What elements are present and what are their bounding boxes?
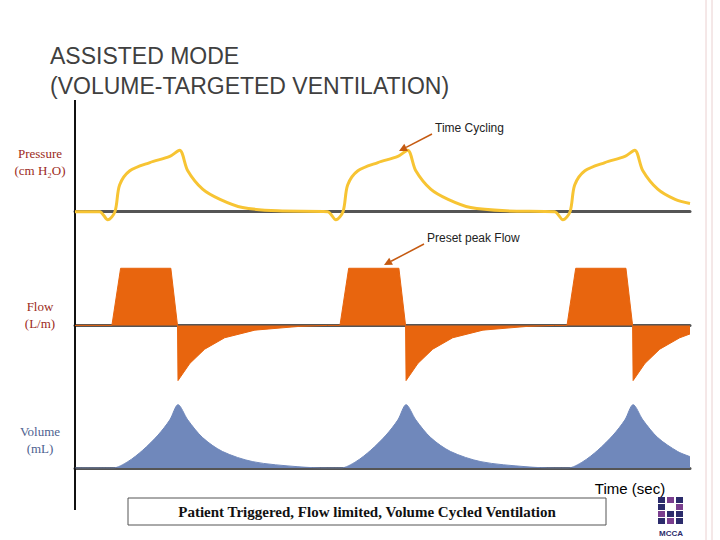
svg-text:Time Cycling: Time Cycling bbox=[435, 121, 504, 135]
svg-text:(L/m): (L/m) bbox=[25, 316, 55, 331]
svg-text:Flow: Flow bbox=[27, 299, 54, 314]
svg-text:MCCA: MCCA bbox=[659, 529, 683, 538]
svg-text:(VOLUME-TARGETED VENTILATION): (VOLUME-TARGETED VENTILATION) bbox=[50, 73, 449, 99]
svg-text:Preset peak Flow: Preset peak Flow bbox=[427, 231, 520, 245]
svg-text:(cm H₂O): (cm H₂O) bbox=[14, 163, 65, 178]
svg-text:Time (sec): Time (sec) bbox=[595, 480, 665, 497]
svg-text:Volume: Volume bbox=[20, 424, 60, 439]
svg-text:ASSISTED MODE: ASSISTED MODE bbox=[50, 43, 239, 69]
svg-text:(mL): (mL) bbox=[27, 441, 54, 456]
svg-text:Pressure: Pressure bbox=[18, 146, 62, 161]
svg-text:Patient Triggered, Flow limite: Patient Triggered, Flow limited, Volume … bbox=[178, 504, 556, 520]
